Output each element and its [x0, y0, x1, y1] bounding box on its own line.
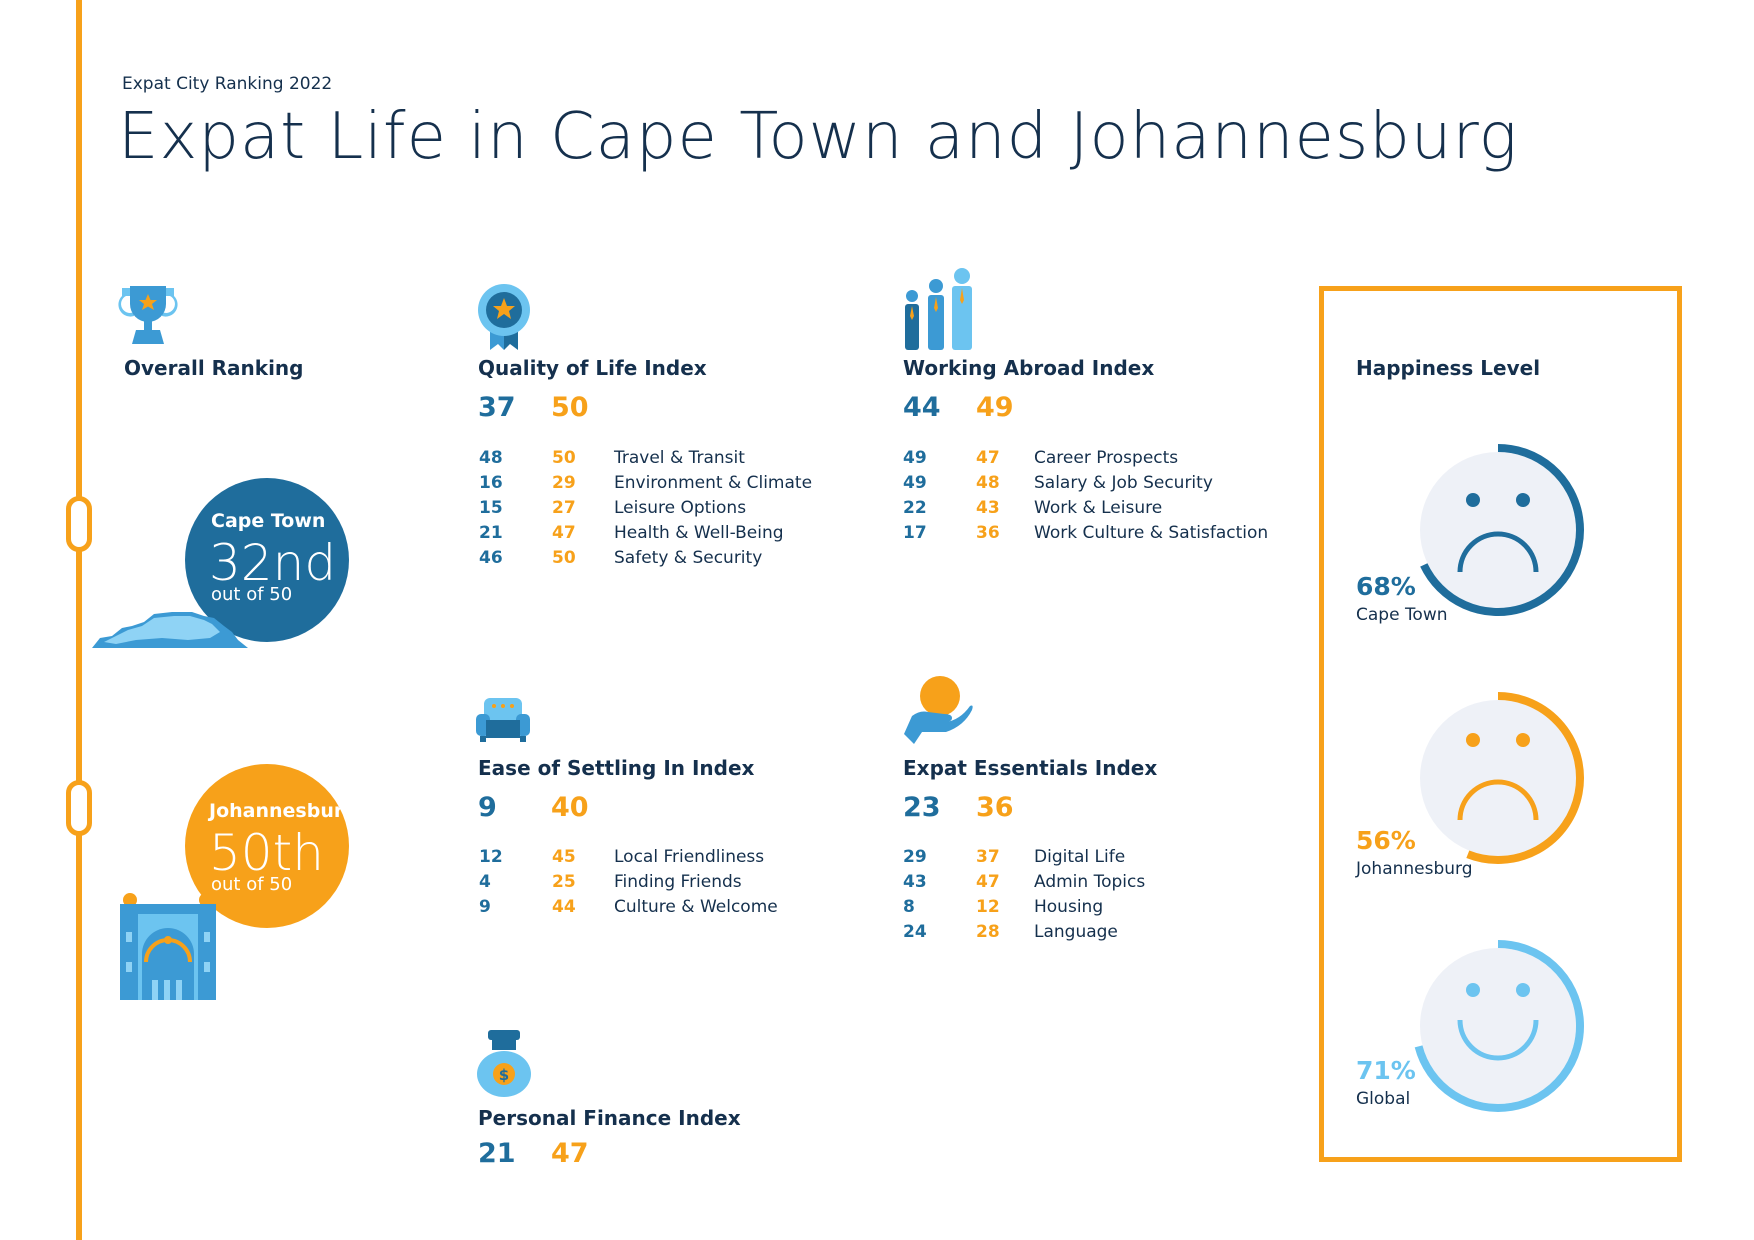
award-badge-icon [478, 284, 530, 350]
happiness-label-johannesburg: Johannesburg [1356, 859, 1473, 879]
ease-of-settling-title: Ease of Settling In Index [478, 756, 755, 780]
working-abroad-johannesburg: 49 [976, 392, 1014, 423]
happiness-label-cape-town: Cape Town [1356, 605, 1448, 625]
happiness-gauge-cape-town [1420, 444, 1584, 616]
cape-town-badge-rank: 32nd [209, 534, 337, 592]
happiness-percent-cape-town: 68% [1356, 572, 1416, 601]
ease-of-settling-table: 12 45 Local Friendliness 4 25 Finding Friend… [479, 847, 778, 917]
working-abroad-table: 49 47 Career Prospects 49 48 Salary & Job Se… [903, 448, 1269, 543]
johannesburg-badge-city: Johannesburg [209, 800, 357, 822]
quality-of-life-johannesburg: 50 [551, 392, 589, 423]
expat-essentials-table: 29 37 Digital Life 43 47 Admin Topics 8 12 Hou… [903, 847, 1146, 942]
face-eye-right [1516, 493, 1530, 507]
happiness-label-global: Global [1356, 1089, 1411, 1109]
page-title: Expat Life in Cape Town and Johannesburg [118, 100, 1519, 174]
timeline-line [76, 0, 82, 1240]
happiness-panel [1319, 286, 1682, 1162]
svg-text:$: $ [499, 1066, 509, 1084]
sad-face-mouth [1457, 779, 1539, 821]
page-subtitle: Expat City Ranking 2022 [122, 74, 333, 94]
johannesburg-badge-outof: out of 50 [211, 874, 293, 895]
working-abroad-title: Working Abroad Index [903, 356, 1155, 380]
happiness-gauge-global [1414, 940, 1584, 1112]
ease-of-settling-cape-town: 9 [478, 792, 497, 823]
expat-essentials-cape-town: 23 [903, 792, 941, 823]
face-eye-left [1466, 733, 1480, 747]
table-mountain-icon [92, 612, 248, 648]
personal-finance-title: Personal Finance Index [478, 1106, 741, 1130]
quality-of-life-cape-town: 37 [478, 392, 516, 423]
happiness-percent-johannesburg: 56% [1356, 826, 1416, 855]
happiness-arc-johannesburg [1466, 692, 1584, 864]
happiness-arc-cape-town [1420, 444, 1584, 616]
happiness-percent-global: 71% [1356, 1056, 1416, 1085]
face-eye-left [1466, 983, 1480, 997]
cape-town-badge-outof: out of 50 [211, 584, 293, 605]
expat-essentials-title: Expat Essentials Index [903, 756, 1158, 780]
overall-ranking-label: Overall Ranking [124, 356, 304, 380]
expat-essentials-johannesburg: 36 [976, 792, 1014, 823]
face-eye-right [1516, 733, 1530, 747]
cape-town-rank-badge: Cape Town 32nd out of 50 [185, 478, 349, 642]
cape-town-badge-city: Cape Town [211, 510, 326, 532]
sad-face-mouth [1457, 531, 1539, 573]
personal-finance-cape-town: 21 [478, 1138, 516, 1169]
quality-of-life-table: 48 50 Travel & Transit 16 29 Environment & C… [479, 448, 813, 568]
building-icon [120, 893, 216, 1000]
happiness-gauge-johannesburg [1420, 692, 1584, 864]
money-bag-icon: $ [477, 1030, 531, 1097]
timeline-marker-johannesburg [66, 780, 92, 836]
hand-holding-coin-icon [904, 676, 973, 744]
happy-face-mouth [1457, 1019, 1539, 1061]
personal-finance-johannesburg: 47 [551, 1138, 589, 1169]
happiness-title: Happiness Level [1356, 356, 1541, 380]
ease-of-settling-johannesburg: 40 [551, 792, 589, 823]
trophy-icon [118, 286, 178, 344]
quality-of-life-title: Quality of Life Index [478, 356, 707, 380]
face-eye-left [1466, 493, 1480, 507]
johannesburg-badge-rank: 50th [209, 824, 324, 882]
armchair-icon [476, 698, 530, 742]
happiness-arc-global [1414, 940, 1584, 1112]
business-people-icon [905, 268, 972, 350]
working-abroad-cape-town: 44 [903, 392, 941, 423]
timeline-marker-cape-town [66, 496, 92, 552]
face-eye-right [1516, 983, 1530, 997]
